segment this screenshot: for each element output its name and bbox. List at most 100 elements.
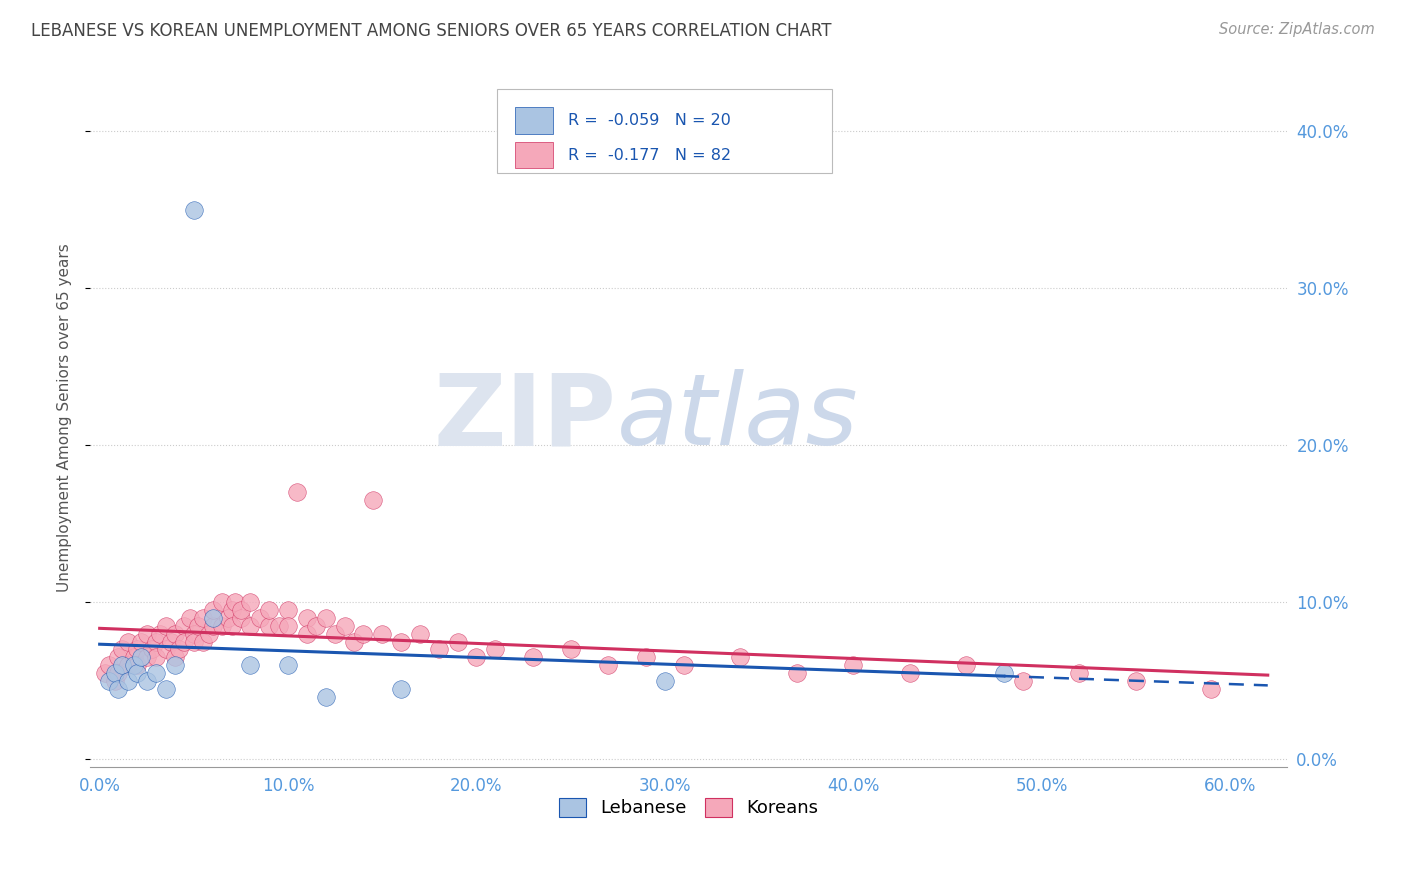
Point [229, 611, 252, 625]
Point [201, 611, 224, 625]
FancyBboxPatch shape [515, 107, 553, 134]
Point [129, 634, 152, 648]
Point [484, 642, 506, 657]
Point [249, 611, 271, 625]
Point [187, 619, 209, 633]
Point [277, 619, 299, 633]
Point [145, 650, 167, 665]
Point [305, 619, 328, 633]
Point [217, 611, 239, 625]
Point [122, 650, 145, 665]
Text: atlas: atlas [617, 369, 858, 467]
Point [193, 611, 215, 625]
Point [287, 485, 309, 500]
Point [229, 603, 252, 617]
Point [141, 642, 163, 657]
Point [389, 634, 412, 648]
Point [104, 673, 127, 688]
Point [122, 658, 145, 673]
Point [842, 658, 865, 673]
Point [352, 627, 374, 641]
Point [257, 619, 280, 633]
Point [135, 650, 157, 665]
Point [127, 642, 149, 657]
Point [409, 627, 432, 641]
Point [634, 650, 657, 665]
Point [898, 666, 921, 681]
Point [257, 603, 280, 617]
Point [94, 666, 117, 681]
Point [198, 627, 221, 641]
Point [446, 634, 468, 648]
Point [333, 619, 356, 633]
Point [315, 690, 337, 704]
Point [277, 658, 299, 673]
Point [145, 634, 167, 648]
Point [728, 650, 751, 665]
Point [211, 619, 233, 633]
Point [163, 650, 186, 665]
Point [135, 673, 157, 688]
FancyBboxPatch shape [496, 89, 832, 173]
Point [155, 642, 177, 657]
Point [179, 611, 201, 625]
Point [183, 634, 205, 648]
Point [239, 595, 262, 609]
Point [163, 658, 186, 673]
Point [107, 666, 129, 681]
Point [427, 642, 450, 657]
Point [1069, 666, 1091, 681]
FancyBboxPatch shape [515, 142, 553, 169]
Point [145, 666, 167, 681]
Point [1199, 681, 1222, 696]
Point [239, 658, 262, 673]
Point [193, 634, 215, 648]
Point [107, 650, 129, 665]
Point [465, 650, 488, 665]
Point [117, 673, 139, 688]
Point [127, 666, 149, 681]
Text: Source: ZipAtlas.com: Source: ZipAtlas.com [1219, 22, 1375, 37]
Point [239, 619, 262, 633]
Point [127, 658, 149, 673]
Legend: Lebanese, Koreans: Lebanese, Koreans [551, 791, 825, 824]
Text: ZIP: ZIP [434, 369, 617, 467]
Point [672, 658, 695, 673]
Point [267, 619, 290, 633]
Y-axis label: Unemployment Among Seniors over 65 years: Unemployment Among Seniors over 65 years [58, 244, 72, 592]
Point [117, 658, 139, 673]
Point [371, 627, 394, 641]
Point [361, 493, 384, 508]
Point [107, 681, 129, 696]
Text: LEBANESE VS KOREAN UNEMPLOYMENT AMONG SENIORS OVER 65 YEARS CORRELATION CHART: LEBANESE VS KOREAN UNEMPLOYMENT AMONG SE… [31, 22, 831, 40]
Point [295, 611, 318, 625]
Point [129, 650, 152, 665]
Point [104, 666, 127, 681]
Point [155, 619, 177, 633]
Point [1011, 673, 1033, 688]
Point [221, 603, 243, 617]
Point [163, 627, 186, 641]
Point [201, 603, 224, 617]
Point [211, 595, 233, 609]
Point [598, 658, 620, 673]
Text: R =  -0.059   N = 20: R = -0.059 N = 20 [568, 112, 731, 128]
Point [149, 627, 172, 641]
Point [654, 673, 676, 688]
Point [295, 627, 318, 641]
Point [277, 603, 299, 617]
Point [173, 619, 195, 633]
Point [315, 611, 337, 625]
Point [117, 634, 139, 648]
Point [167, 642, 190, 657]
Point [560, 642, 582, 657]
Point [98, 673, 121, 688]
Point [111, 642, 134, 657]
Text: R =  -0.177   N = 82: R = -0.177 N = 82 [568, 148, 731, 162]
Point [221, 619, 243, 633]
Point [955, 658, 977, 673]
Point [389, 681, 412, 696]
Point [111, 658, 134, 673]
Point [786, 666, 808, 681]
Point [155, 681, 177, 696]
